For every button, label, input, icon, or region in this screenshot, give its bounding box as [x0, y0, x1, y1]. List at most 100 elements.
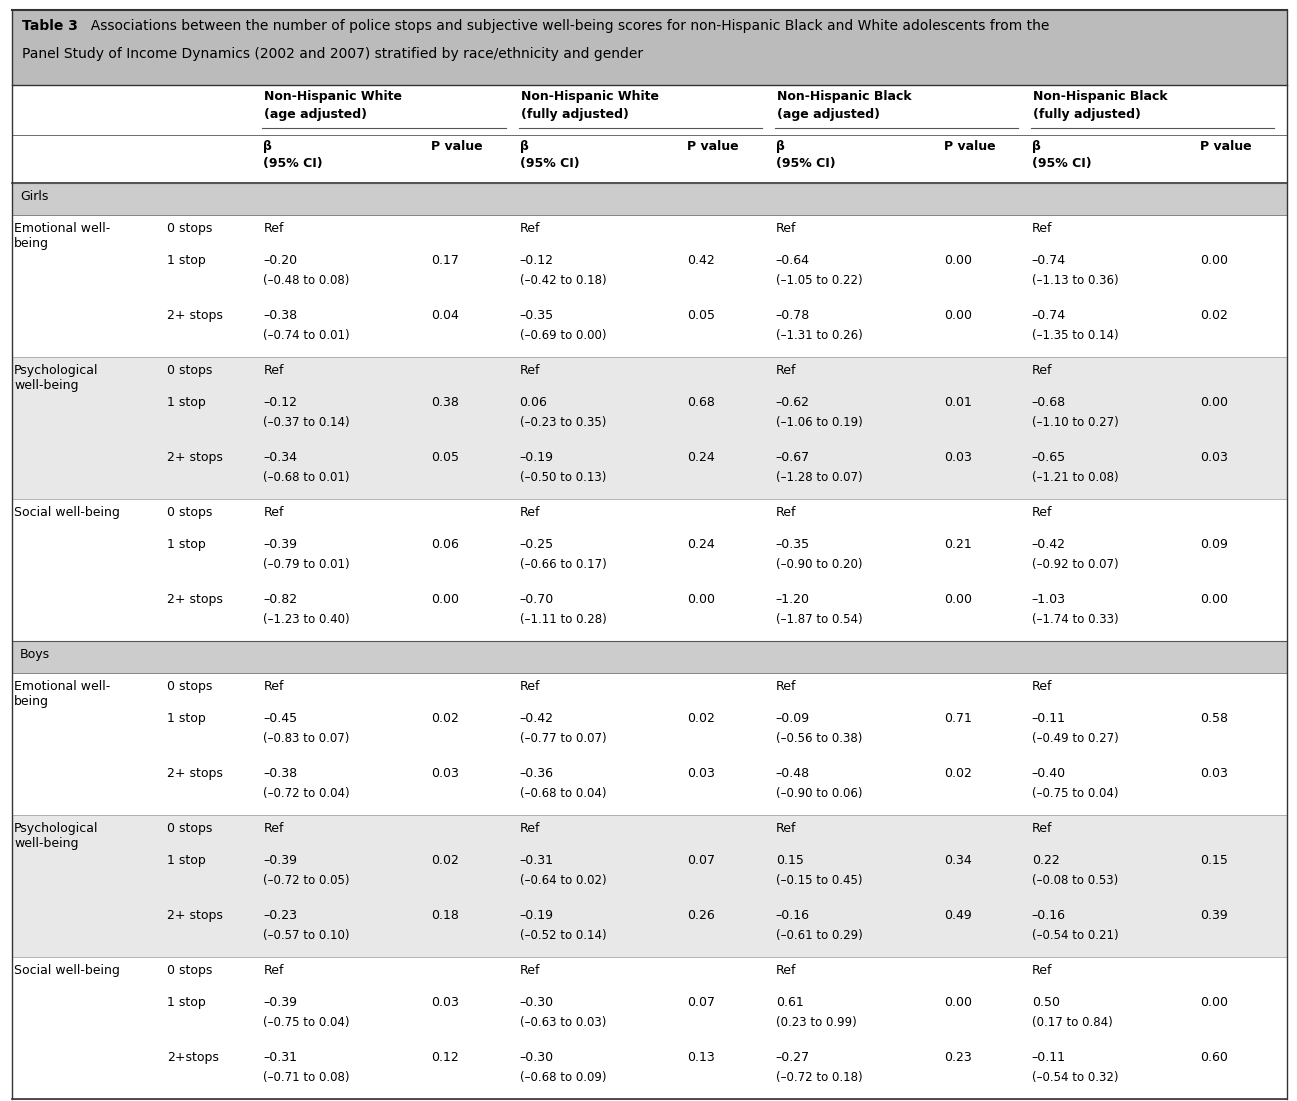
Text: (age adjusted): (age adjusted)	[265, 108, 367, 121]
Text: (–0.66 to 0.17): (–0.66 to 0.17)	[520, 558, 606, 571]
Text: (–0.37 to 0.14): (–0.37 to 0.14)	[263, 416, 350, 429]
Text: 1 stop: 1 stop	[167, 712, 205, 724]
Text: Social well-being: Social well-being	[14, 964, 119, 977]
Text: (–0.72 to 0.04): (–0.72 to 0.04)	[263, 787, 350, 800]
Text: 0.02: 0.02	[1200, 309, 1228, 321]
Text: –0.30: –0.30	[520, 1051, 554, 1064]
Bar	[12, 641, 1287, 673]
Text: –0.45: –0.45	[263, 712, 297, 724]
Text: 2+ stops: 2+ stops	[167, 451, 223, 464]
Text: 0.21: 0.21	[944, 538, 971, 550]
Text: –0.39: –0.39	[263, 538, 297, 550]
Text: –0.25: –0.25	[520, 538, 554, 550]
Text: (fully adjusted): (fully adjusted)	[520, 108, 629, 121]
Text: 0.00: 0.00	[1200, 254, 1228, 268]
Text: –0.16: –0.16	[776, 909, 809, 922]
Text: 0.07: 0.07	[687, 996, 716, 1009]
Bar	[12, 815, 1287, 957]
Text: 0.38: 0.38	[432, 396, 459, 408]
Text: –0.62: –0.62	[776, 396, 809, 408]
Text: 0.00: 0.00	[944, 309, 971, 321]
Text: 0.68: 0.68	[687, 396, 716, 408]
Text: 0.06: 0.06	[432, 538, 459, 550]
Text: 0.42: 0.42	[687, 254, 715, 268]
Text: (–0.68 to 0.01): (–0.68 to 0.01)	[263, 471, 350, 484]
Text: Ref: Ref	[1032, 680, 1052, 693]
Text: 0 stops: 0 stops	[167, 822, 211, 835]
Text: –0.30: –0.30	[520, 996, 554, 1009]
Text: (–1.31 to 0.26): (–1.31 to 0.26)	[776, 329, 863, 342]
Text: P value: P value	[432, 140, 482, 153]
Bar	[12, 10, 1287, 85]
Bar	[12, 135, 1287, 183]
Text: (–0.23 to 0.35): (–0.23 to 0.35)	[520, 416, 606, 429]
Text: 0.34: 0.34	[944, 854, 971, 866]
Text: –0.31: –0.31	[263, 1051, 297, 1064]
Text: –0.48: –0.48	[776, 767, 809, 780]
Text: –0.67: –0.67	[776, 451, 809, 464]
Text: β: β	[263, 140, 272, 153]
Text: (–0.68 to 0.04): (–0.68 to 0.04)	[520, 787, 606, 800]
Text: 0.02: 0.02	[432, 712, 459, 724]
Text: (–0.54 to 0.32): (–0.54 to 0.32)	[1032, 1071, 1118, 1084]
Text: –0.42: –0.42	[1032, 538, 1066, 550]
Text: 0.00: 0.00	[1200, 396, 1228, 408]
Text: –0.12: –0.12	[520, 254, 554, 268]
Text: –0.09: –0.09	[776, 712, 809, 724]
Text: –0.74: –0.74	[1032, 254, 1066, 268]
Text: 0.02: 0.02	[944, 767, 971, 780]
Text: (–0.63 to 0.03): (–0.63 to 0.03)	[520, 1016, 606, 1029]
Text: (–0.56 to 0.38): (–0.56 to 0.38)	[776, 732, 863, 745]
Text: –0.35: –0.35	[520, 309, 554, 321]
Text: 2+ stops: 2+ stops	[167, 309, 223, 321]
Text: –1.20: –1.20	[776, 593, 809, 606]
Bar	[12, 957, 1287, 1099]
Text: Ref: Ref	[263, 506, 284, 519]
Text: 0.05: 0.05	[687, 309, 716, 321]
Text: 0.00: 0.00	[687, 593, 716, 606]
Text: 0.23: 0.23	[944, 1051, 971, 1064]
Text: –0.38: –0.38	[263, 309, 297, 321]
Text: 0.17: 0.17	[432, 254, 459, 268]
Text: 0.05: 0.05	[432, 451, 459, 464]
Text: (–0.48 to 0.08): (–0.48 to 0.08)	[263, 274, 350, 287]
Text: 2+ stops: 2+ stops	[167, 593, 223, 606]
Text: (–0.42 to 0.18): (–0.42 to 0.18)	[520, 274, 606, 287]
Text: (–0.90 to 0.06): (–0.90 to 0.06)	[776, 787, 863, 800]
Text: Emotional well-
being: Emotional well- being	[14, 680, 110, 708]
Text: 0 stops: 0 stops	[167, 964, 211, 977]
Text: (95% CI): (95% CI)	[520, 157, 580, 170]
Text: (–1.23 to 0.40): (–1.23 to 0.40)	[263, 613, 350, 626]
Text: (–0.72 to 0.05): (–0.72 to 0.05)	[263, 874, 350, 887]
Text: –0.11: –0.11	[1032, 712, 1066, 724]
Text: (–0.68 to 0.09): (–0.68 to 0.09)	[520, 1071, 606, 1084]
Text: 2+ stops: 2+ stops	[167, 909, 223, 922]
Text: (fully adjusted): (fully adjusted)	[1032, 108, 1141, 121]
Text: (–0.79 to 0.01): (–0.79 to 0.01)	[263, 558, 350, 571]
Text: 0.15: 0.15	[1200, 854, 1228, 866]
Text: (–0.50 to 0.13): (–0.50 to 0.13)	[520, 471, 606, 484]
Text: –0.39: –0.39	[263, 996, 297, 1009]
Text: (–0.72 to 0.18): (–0.72 to 0.18)	[776, 1071, 863, 1084]
Text: Non-Hispanic White: Non-Hispanic White	[520, 90, 659, 103]
Text: (–0.92 to 0.07): (–0.92 to 0.07)	[1032, 558, 1118, 571]
Bar	[12, 499, 1287, 641]
Text: Ref: Ref	[263, 680, 284, 693]
Text: P value: P value	[687, 140, 739, 153]
Text: (–1.06 to 0.19): (–1.06 to 0.19)	[776, 416, 863, 429]
Text: Ref: Ref	[1032, 506, 1052, 519]
Text: P value: P value	[944, 140, 995, 153]
Text: –0.12: –0.12	[263, 396, 297, 408]
Text: Ref: Ref	[776, 822, 796, 835]
Text: 0.00: 0.00	[944, 593, 971, 606]
Text: –0.35: –0.35	[776, 538, 809, 550]
Text: –0.36: –0.36	[520, 767, 554, 780]
Text: 0.03: 0.03	[687, 767, 716, 780]
Text: Ref: Ref	[1032, 222, 1052, 235]
Text: Ref: Ref	[776, 964, 796, 977]
Text: (–0.57 to 0.10): (–0.57 to 0.10)	[263, 929, 350, 942]
Text: 0.18: 0.18	[432, 909, 459, 922]
Text: Associations between the number of police stops and subjective well-being scores: Associations between the number of polic…	[82, 19, 1049, 33]
Text: –0.65: –0.65	[1032, 451, 1066, 464]
Text: Emotional well-
being: Emotional well- being	[14, 222, 110, 250]
